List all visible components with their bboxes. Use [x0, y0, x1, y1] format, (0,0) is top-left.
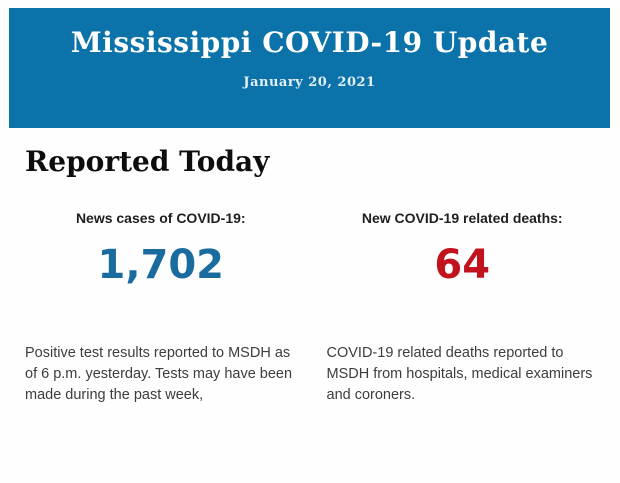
- report-body: Reported Today News cases of COVID-19: 1…: [0, 145, 620, 406]
- new-deaths-label: New COVID-19 related deaths:: [361, 210, 563, 226]
- newsletter-card: Mississippi COVID-19 Update January 20, …: [0, 8, 620, 483]
- stat-new-cases: News cases of COVID-19: 1,702 Positive t…: [25, 210, 297, 406]
- stats-grid: News cases of COVID-19: 1,702 Positive t…: [25, 210, 598, 406]
- stat-new-deaths: New COVID-19 related deaths: 64 COVID-19…: [327, 210, 599, 406]
- header-date: January 20, 2021: [243, 75, 376, 90]
- header-banner: Mississippi COVID-19 Update January 20, …: [9, 8, 610, 128]
- new-deaths-description: COVID-19 related deaths reported to MSDH…: [326, 345, 593, 403]
- page-title: Mississippi COVID-19 Update: [70, 26, 549, 59]
- new-cases-description: Positive test results reported to MSDH a…: [25, 345, 293, 403]
- new-cases-label: News cases of COVID-19:: [75, 210, 246, 226]
- new-cases-value: 1,702: [97, 242, 225, 288]
- new-deaths-value: 64: [434, 242, 491, 288]
- section-heading: Reported Today: [25, 145, 270, 178]
